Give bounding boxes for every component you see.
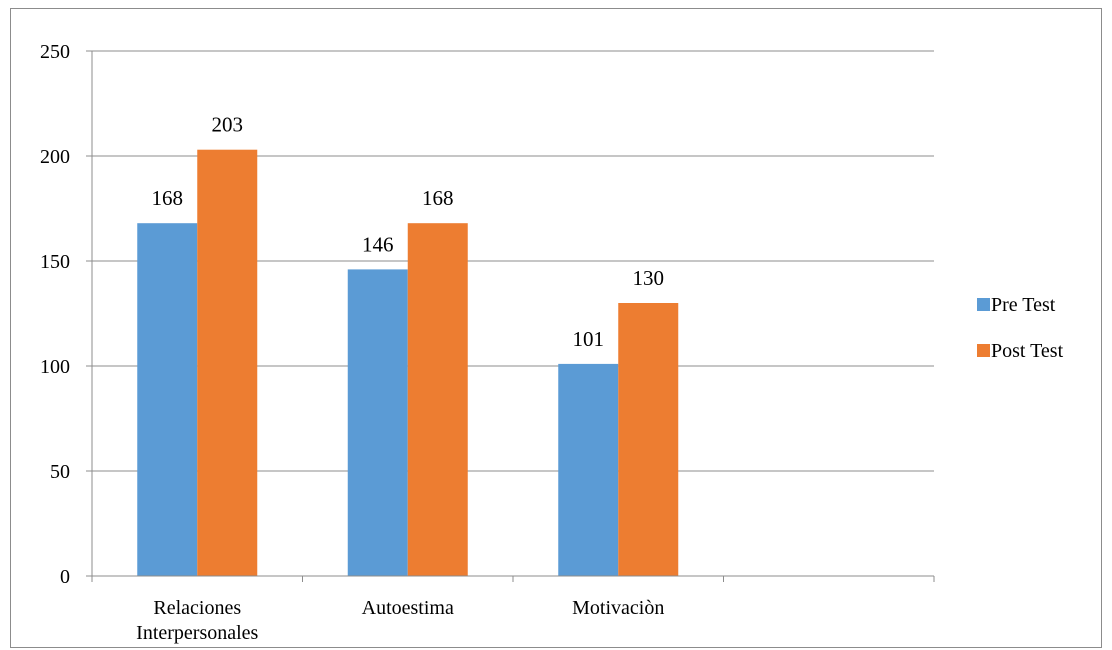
bar [347,269,408,576]
data-label: 146 [362,232,394,256]
data-label: 130 [633,266,665,290]
data-label: 168 [152,186,184,210]
labels: 0 50 100 150 200 250 168 203 Relaciones Interpers… [40,41,664,644]
x-tick-label: Autoestima [362,597,454,619]
y-tick-label: 100 [40,356,70,378]
bar [407,223,468,576]
legend-label: Pre Test [991,294,1056,316]
x-tick-label: Relaciones [153,597,241,619]
x-tick-label: Interpersonales [136,622,258,644]
y-tick-label: 250 [40,41,70,63]
bar [618,303,679,576]
bar [137,223,198,576]
bar [197,149,258,576]
y-tick-label: 150 [40,251,70,273]
legend: Pre Test Post Test [977,294,1064,362]
x-tick-label: Motivaciòn [572,597,664,619]
data-label: 101 [573,327,605,351]
bar [558,363,619,576]
data-label: 203 [212,113,244,137]
legend-swatch [977,344,990,357]
bars [137,149,679,576]
legend-swatch [977,298,990,311]
y-tick-label: 0 [60,566,70,588]
legend-label: Post Test [991,340,1064,362]
y-tick-label: 200 [40,146,70,168]
y-tick-label: 50 [50,461,70,483]
data-label: 168 [422,186,454,210]
axes [86,50,935,582]
